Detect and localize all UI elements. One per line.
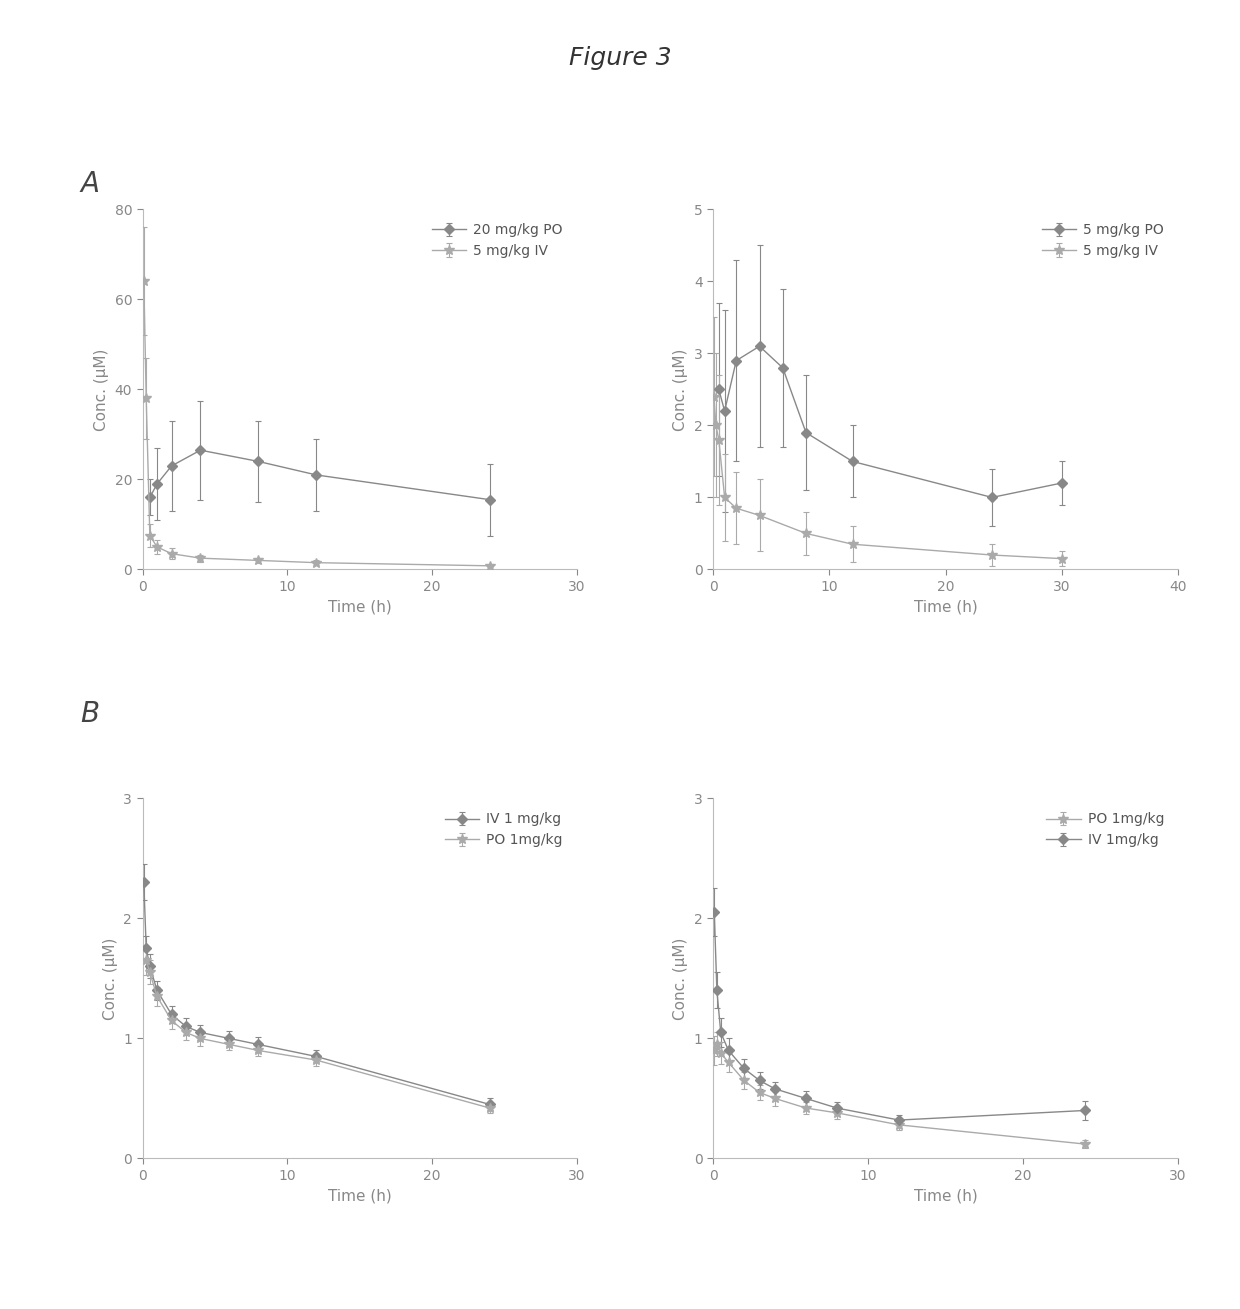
X-axis label: Time (h): Time (h) [327, 600, 392, 614]
Legend: 20 mg/kg PO, 5 mg/kg IV: 20 mg/kg PO, 5 mg/kg IV [424, 216, 569, 266]
X-axis label: Time (h): Time (h) [914, 1189, 977, 1203]
Text: A: A [81, 170, 99, 198]
X-axis label: Time (h): Time (h) [914, 600, 977, 614]
Legend: 5 mg/kg PO, 5 mg/kg IV: 5 mg/kg PO, 5 mg/kg IV [1034, 216, 1171, 266]
Y-axis label: Conc. (μM): Conc. (μM) [673, 937, 688, 1020]
Text: B: B [81, 700, 99, 728]
Y-axis label: Conc. (μM): Conc. (μM) [103, 937, 118, 1020]
Y-axis label: Conc. (μM): Conc. (μM) [673, 348, 688, 431]
Text: Figure 3: Figure 3 [569, 46, 671, 69]
Legend: PO 1mg/kg, IV 1mg/kg: PO 1mg/kg, IV 1mg/kg [1039, 805, 1171, 855]
Legend: IV 1 mg/kg, PO 1mg/kg: IV 1 mg/kg, PO 1mg/kg [438, 805, 569, 855]
Y-axis label: Conc. (μM): Conc. (μM) [94, 348, 109, 431]
X-axis label: Time (h): Time (h) [327, 1189, 392, 1203]
